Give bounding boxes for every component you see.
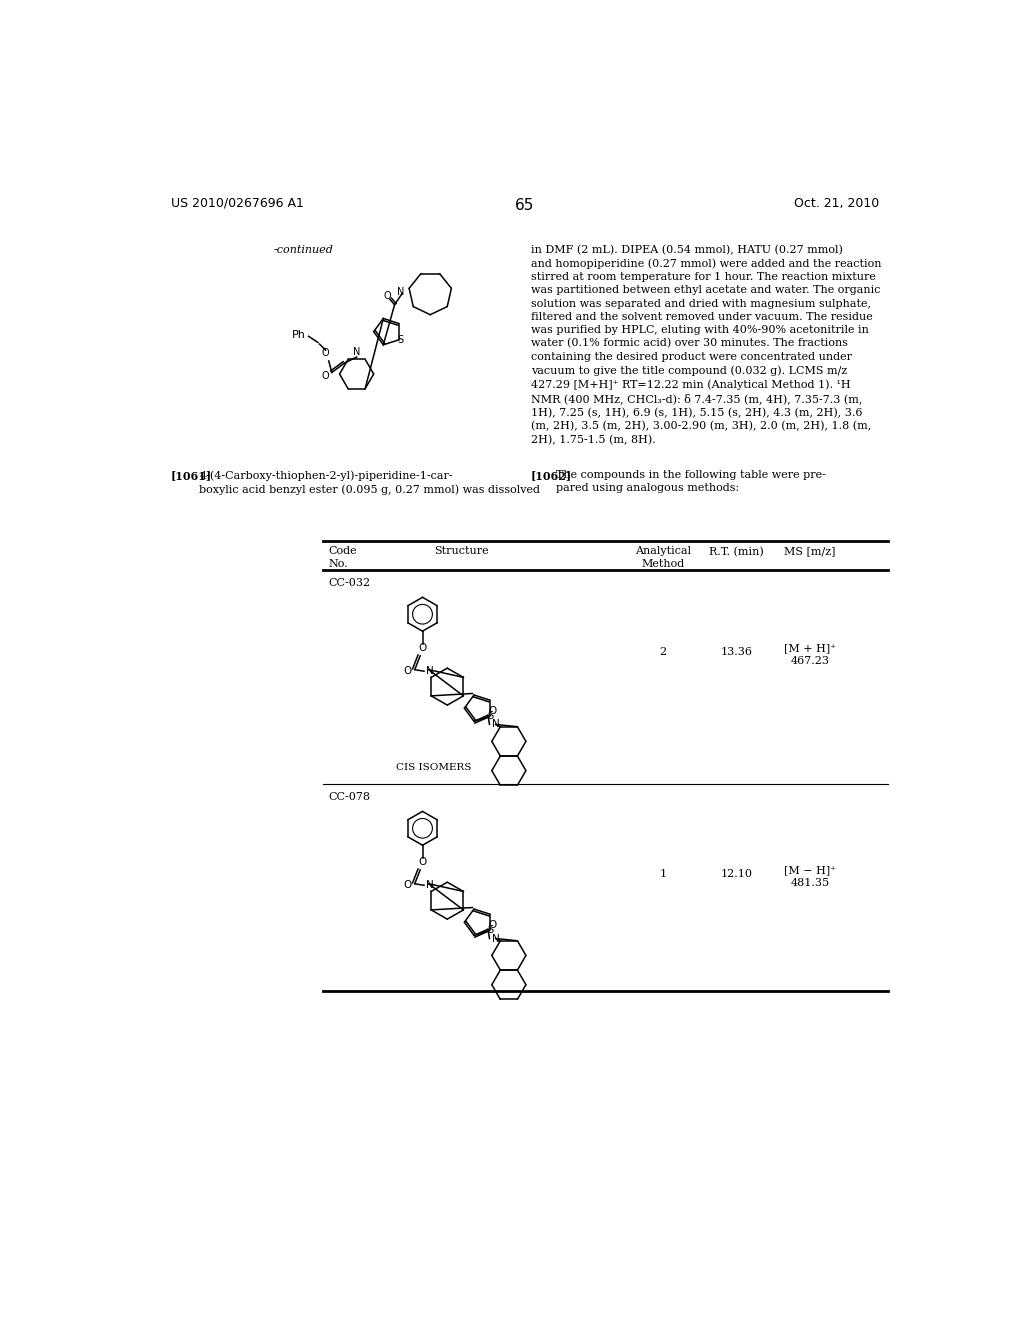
Text: CC-078: CC-078: [329, 792, 371, 803]
Text: Analytical
Method: Analytical Method: [635, 546, 691, 569]
Text: 13.36: 13.36: [720, 647, 753, 657]
Text: The compounds in the following table were pre-
pared using analogous methods:: The compounds in the following table wer…: [556, 470, 825, 494]
Text: US 2010/0267696 A1: US 2010/0267696 A1: [171, 197, 303, 210]
Text: [M + H]⁺
467.23: [M + H]⁺ 467.23: [784, 644, 836, 665]
Text: in DMF (2 mL). DIPEA (0.54 mmol), HATU (0.27 mmol)
and homopiperidine (0.27 mmol: in DMF (2 mL). DIPEA (0.54 mmol), HATU (…: [531, 244, 882, 445]
Text: O: O: [419, 857, 427, 867]
Text: O: O: [322, 348, 330, 358]
Text: 1: 1: [659, 869, 667, 879]
Text: 65: 65: [515, 198, 535, 214]
Text: O: O: [383, 292, 391, 301]
Text: 12.10: 12.10: [720, 869, 753, 879]
Text: O: O: [488, 706, 497, 717]
Text: S: S: [487, 925, 494, 936]
Text: N: N: [353, 347, 360, 358]
Text: Code
No.: Code No.: [329, 546, 357, 569]
Text: [M − H]⁺
481.35: [M − H]⁺ 481.35: [784, 866, 836, 887]
Text: N: N: [492, 719, 500, 730]
Text: R.T. (min): R.T. (min): [709, 546, 764, 557]
Text: S: S: [397, 335, 403, 345]
Text: O: O: [419, 643, 427, 653]
Text: N: N: [426, 667, 434, 676]
Text: [1062]: [1062]: [531, 470, 572, 482]
Text: O: O: [322, 371, 329, 381]
Text: 4-(4-Carboxy-thiophen-2-yl)-piperidine-1-car-
boxylic acid benzyl ester (0.095 g: 4-(4-Carboxy-thiophen-2-yl)-piperidine-1…: [200, 470, 541, 495]
Text: Structure: Structure: [434, 546, 488, 557]
Text: N: N: [426, 880, 434, 890]
Text: MS [m/z]: MS [m/z]: [784, 546, 836, 557]
Text: CC-032: CC-032: [329, 578, 371, 587]
Text: CIS ISOMERS: CIS ISOMERS: [396, 763, 472, 772]
Text: S: S: [487, 711, 494, 721]
Text: -continued: -continued: [273, 244, 334, 255]
Text: N: N: [492, 933, 500, 944]
Text: O: O: [488, 920, 497, 931]
Text: [1061]: [1061]: [171, 470, 212, 482]
Text: Ph: Ph: [292, 330, 305, 339]
Text: Oct. 21, 2010: Oct. 21, 2010: [794, 197, 879, 210]
Text: O: O: [403, 880, 412, 890]
Text: O: O: [403, 667, 412, 676]
Text: N: N: [397, 286, 404, 297]
Text: 2: 2: [659, 647, 667, 657]
